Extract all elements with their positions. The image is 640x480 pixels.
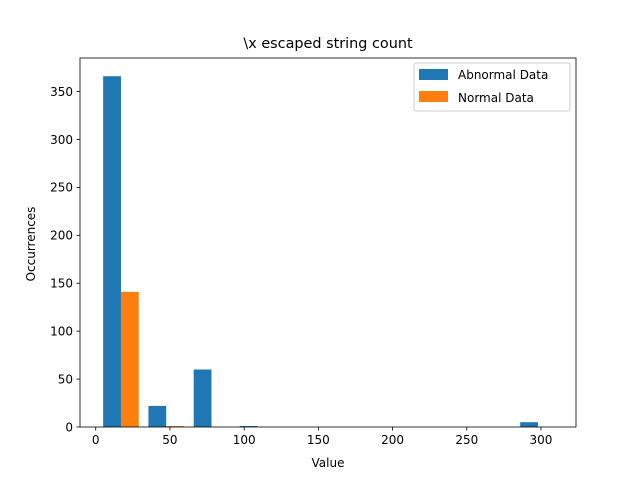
- x-axis-title: Value: [312, 456, 345, 470]
- y-axis: 0 50 100 150 200 250 300 350: [50, 85, 80, 434]
- legend-label-abnormal: Abnormal Data: [458, 68, 548, 82]
- legend-frame: [413, 62, 571, 112]
- chart-title: \x escaped string count: [243, 36, 413, 52]
- x-tick-label-150: 150: [307, 433, 330, 447]
- bar-abnormal-3: [239, 426, 258, 427]
- x-axis: 0 50 100 150 200 250 300: [92, 427, 553, 447]
- x-tick-label-100: 100: [233, 433, 256, 447]
- bar-abnormal-2: [193, 369, 212, 427]
- y-tick-label-100: 100: [50, 324, 73, 338]
- bar-normal-1: [166, 426, 185, 427]
- legend-label-normal: Normal Data: [458, 91, 534, 105]
- y-tick-label-50: 50: [58, 372, 73, 386]
- y-tick-label-150: 150: [50, 277, 73, 291]
- y-tick-label-250: 250: [50, 181, 73, 195]
- legend-swatch-normal: [419, 91, 448, 102]
- y-tick-label-0: 0: [65, 420, 73, 434]
- x-tick-label-50: 50: [162, 433, 177, 447]
- y-tick-label-300: 300: [50, 133, 73, 147]
- x-tick-label-300: 300: [530, 433, 553, 447]
- bar-abnormal-4: [520, 422, 539, 427]
- plot-frame: [79, 57, 577, 428]
- y-axis-title: Occurrences: [24, 207, 38, 282]
- x-tick-label-250: 250: [455, 433, 478, 447]
- x-tick-label-200: 200: [381, 433, 404, 447]
- legend-swatch-abnormal: [419, 69, 448, 80]
- y-tick-label-350: 350: [50, 85, 73, 99]
- y-tick-label-200: 200: [50, 229, 73, 243]
- x-tick-label-0: 0: [92, 433, 100, 447]
- bars-layer: [103, 76, 539, 427]
- bar-abnormal-0: [103, 76, 121, 427]
- bar-abnormal-1: [148, 405, 167, 427]
- bar-normal-0: [120, 291, 139, 427]
- legend: Abnormal Data Normal Data: [413, 62, 571, 112]
